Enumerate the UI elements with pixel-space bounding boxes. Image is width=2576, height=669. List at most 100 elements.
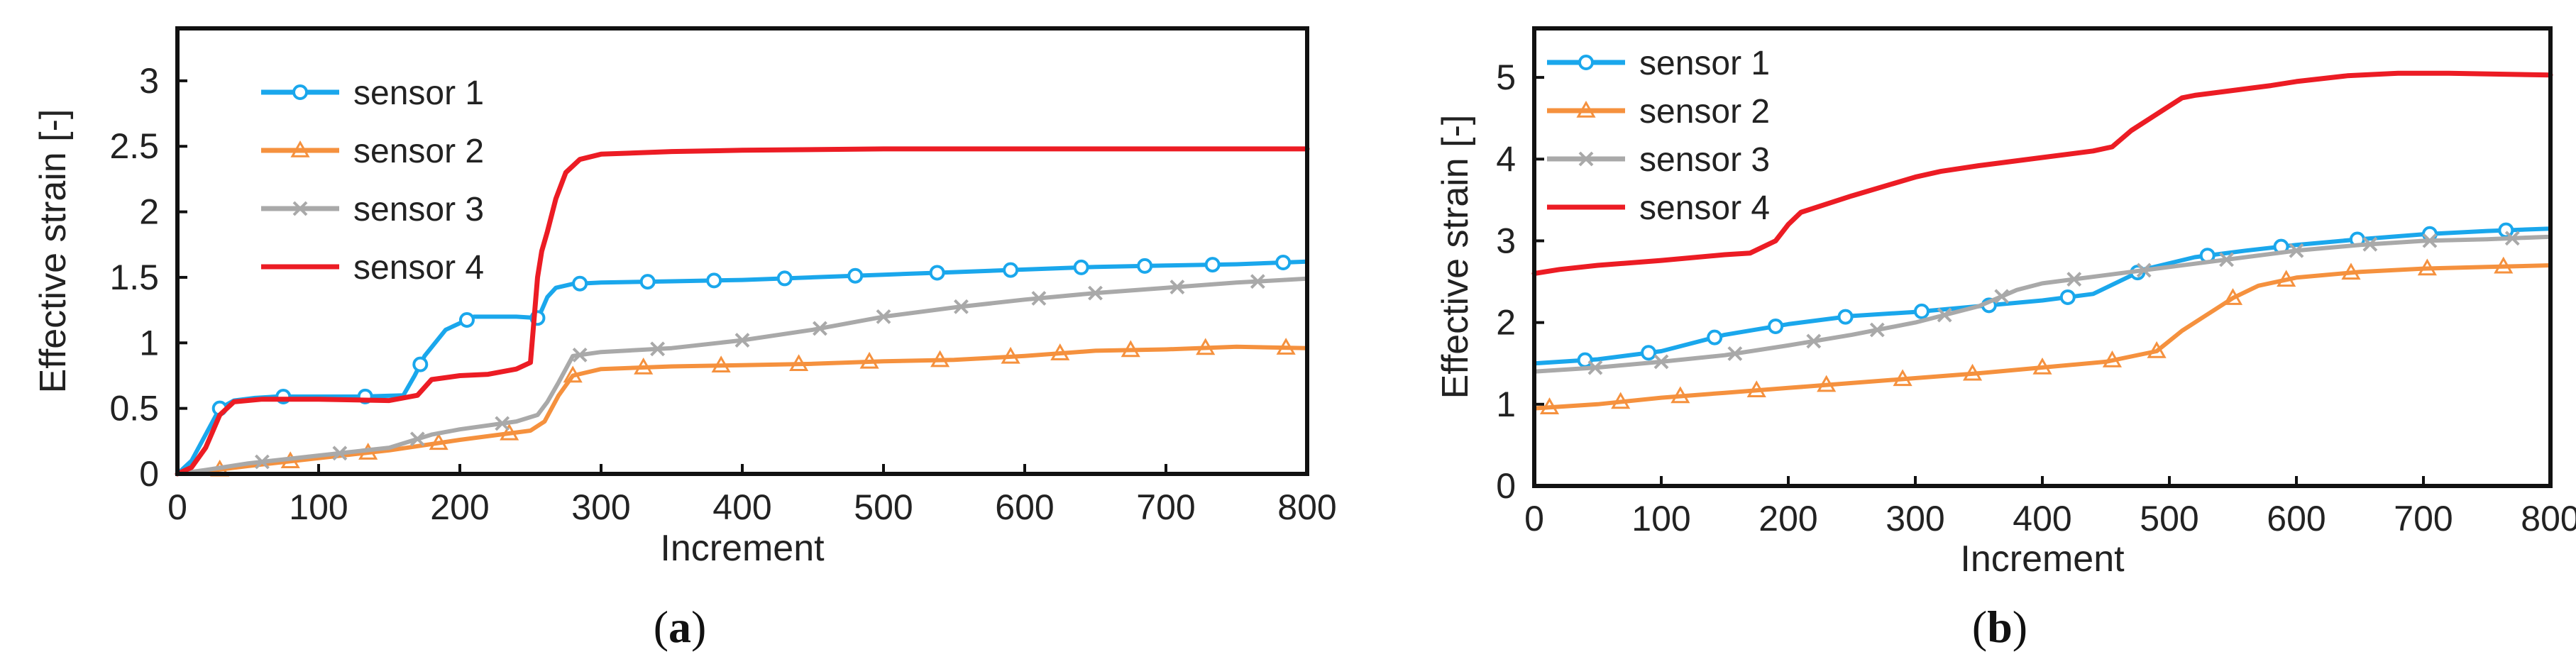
series-marker-b-3-stroke: [1587, 360, 1603, 375]
series-marker-a-1: [1275, 255, 1292, 271]
x-tick-label-a: 400: [712, 487, 771, 527]
series-marker-b-2: [1893, 369, 1912, 387]
series-marker-b-2: [1611, 392, 1631, 409]
series-marker-a-1: [639, 274, 656, 290]
x-tick-label-b: 300: [1886, 499, 1944, 538]
series-marker-b-2: [2032, 357, 2052, 375]
x-axis-title-a: Increment: [660, 528, 825, 569]
y-tick-label-b: 5: [1496, 57, 1516, 97]
series-marker-a-1: [847, 267, 864, 284]
series-marker-b-3-stroke: [2219, 252, 2234, 267]
legend-marker-b-3: [1578, 151, 1594, 167]
series-marker-a-1: [929, 265, 945, 281]
series-line-b-2: [1532, 263, 2553, 411]
series-marker-a-2: [1276, 338, 1296, 355]
x-tick-label-b: 400: [2013, 499, 2071, 538]
series-marker-a-3-stroke: [650, 341, 666, 357]
legend-label-b-3: sensor 3: [1639, 141, 1770, 179]
series-marker-a-2: [789, 354, 809, 371]
x-tick-label-b: 200: [1758, 499, 1817, 538]
legend-label-a-2: sensor 2: [353, 133, 484, 170]
series-marker-a-3: [572, 347, 588, 363]
axes-frame-a: [175, 26, 1309, 476]
series-marker-a-3: [254, 454, 270, 470]
x-tick-label-b: 100: [1631, 499, 1690, 538]
series-marker-b-2: [2417, 258, 2437, 276]
y-tick-label-b: 1: [1496, 385, 1516, 424]
series-marker-a-3-stroke: [1031, 291, 1047, 306]
series-marker-a-3: [734, 333, 750, 348]
series-marker-a-3: [954, 299, 969, 314]
series-marker-a-1: [776, 270, 793, 287]
y-tick-label-a: 2: [139, 192, 159, 232]
x-tick-label-a: 0: [167, 487, 187, 527]
series-marker-a-2: [634, 357, 654, 375]
series-marker-a-1: [1137, 258, 1153, 274]
series-marker-b-3: [1937, 307, 1952, 323]
legend-marker-a-2: [290, 140, 310, 157]
series-marker-b-3: [1653, 354, 1669, 370]
series-marker-a-3-stroke: [254, 454, 270, 470]
series-marker-b-3-stroke: [2362, 236, 2378, 252]
series-marker-b-1: [1913, 303, 1930, 319]
series-marker-a-2: [1050, 343, 1070, 360]
series-marker-a-2: [859, 351, 879, 369]
series-marker-a-1: [1204, 257, 1221, 273]
y-axis-title-b: Effective strain [-]: [1435, 115, 1476, 399]
series-marker-b-3: [2066, 272, 2082, 287]
caption-a: (a): [654, 602, 707, 652]
series-marker-b-3: [2422, 233, 2438, 248]
x-tick-label-a: 300: [571, 487, 630, 527]
series-marker-a-3-stroke: [876, 309, 891, 324]
series-marker-a-3: [409, 431, 425, 447]
series-marker-b-3-stroke: [2066, 272, 2082, 287]
y-tick-label-b: 0: [1496, 466, 1516, 506]
x-tick-label-a: 100: [289, 487, 348, 527]
series-line-a-1: [175, 259, 1309, 476]
series-line-a-2: [175, 344, 1309, 476]
series-marker-b-3-stroke: [2289, 243, 2304, 258]
x-ticks-b: 0 100 200 300 400 500 600 700 800: [1524, 476, 2576, 538]
series-marker-a-2: [1001, 346, 1020, 364]
series-marker-a-1: [458, 311, 475, 328]
legend-label-b-2: sensor 2: [1639, 93, 1770, 131]
series-marker-b-2: [1962, 363, 1983, 381]
series-marker-b-2: [2223, 288, 2243, 305]
series-marker-a-2: [711, 355, 731, 372]
series-marker-a-3-stroke: [1088, 285, 1103, 301]
x-tick-label-a: 700: [1136, 487, 1195, 527]
series-marker-b-2: [1670, 386, 1690, 404]
legend-label-a-4: sensor 4: [353, 249, 484, 287]
series-marker-b-3-stroke: [2422, 233, 2438, 248]
series-marker-b-3: [1587, 360, 1603, 375]
chart-panel-a: 00.511.522.53 0 100 200 300 400 500 600 700 800 …: [33, 26, 1337, 652]
x-tick-label-b: 0: [1524, 499, 1544, 538]
x-tick-label-a: 200: [430, 487, 489, 527]
y-tick-label-a: 1.5: [109, 258, 159, 297]
series-marker-b-2: [2102, 350, 2123, 367]
series-marker-a-1: [706, 272, 722, 289]
series-marker-b-3-stroke: [1994, 289, 2010, 304]
series-marker-a-2: [429, 433, 448, 450]
y-tick-label-a: 0: [139, 454, 159, 494]
x-tick-label-b: 500: [2140, 499, 2198, 538]
series-marker-b-2: [2341, 262, 2361, 280]
series-marker-b-3: [1994, 289, 2010, 304]
caption-b: (b): [1972, 602, 2027, 652]
legend-label-b-4: sensor 4: [1639, 189, 1770, 227]
y-tick-label-b: 4: [1496, 139, 1516, 179]
series-marker-a-3-stroke: [409, 431, 425, 447]
x-tick-label-b: 700: [2394, 499, 2453, 538]
chart-panel-b: 0 1 2 3 4 5 0 100 200 300 400 500 600 700 800 Increme…: [1435, 26, 2576, 652]
series-marker-b-3: [1727, 346, 1743, 361]
x-tick-label-a: 800: [1277, 487, 1336, 527]
series-marker-b-1: [1641, 345, 1657, 361]
y-tick-label-a: 1: [139, 323, 159, 363]
x-tick-label-b: 600: [2267, 499, 2325, 538]
series-marker-b-2: [2494, 256, 2514, 274]
legend-label-a-1: sensor 1: [353, 74, 484, 112]
series-marker-b-2: [1817, 375, 1837, 392]
series-marker-b-1: [2421, 226, 2438, 242]
series-marker-a-3-stroke: [734, 333, 750, 348]
series-marker-a-3-stroke: [1250, 274, 1265, 289]
